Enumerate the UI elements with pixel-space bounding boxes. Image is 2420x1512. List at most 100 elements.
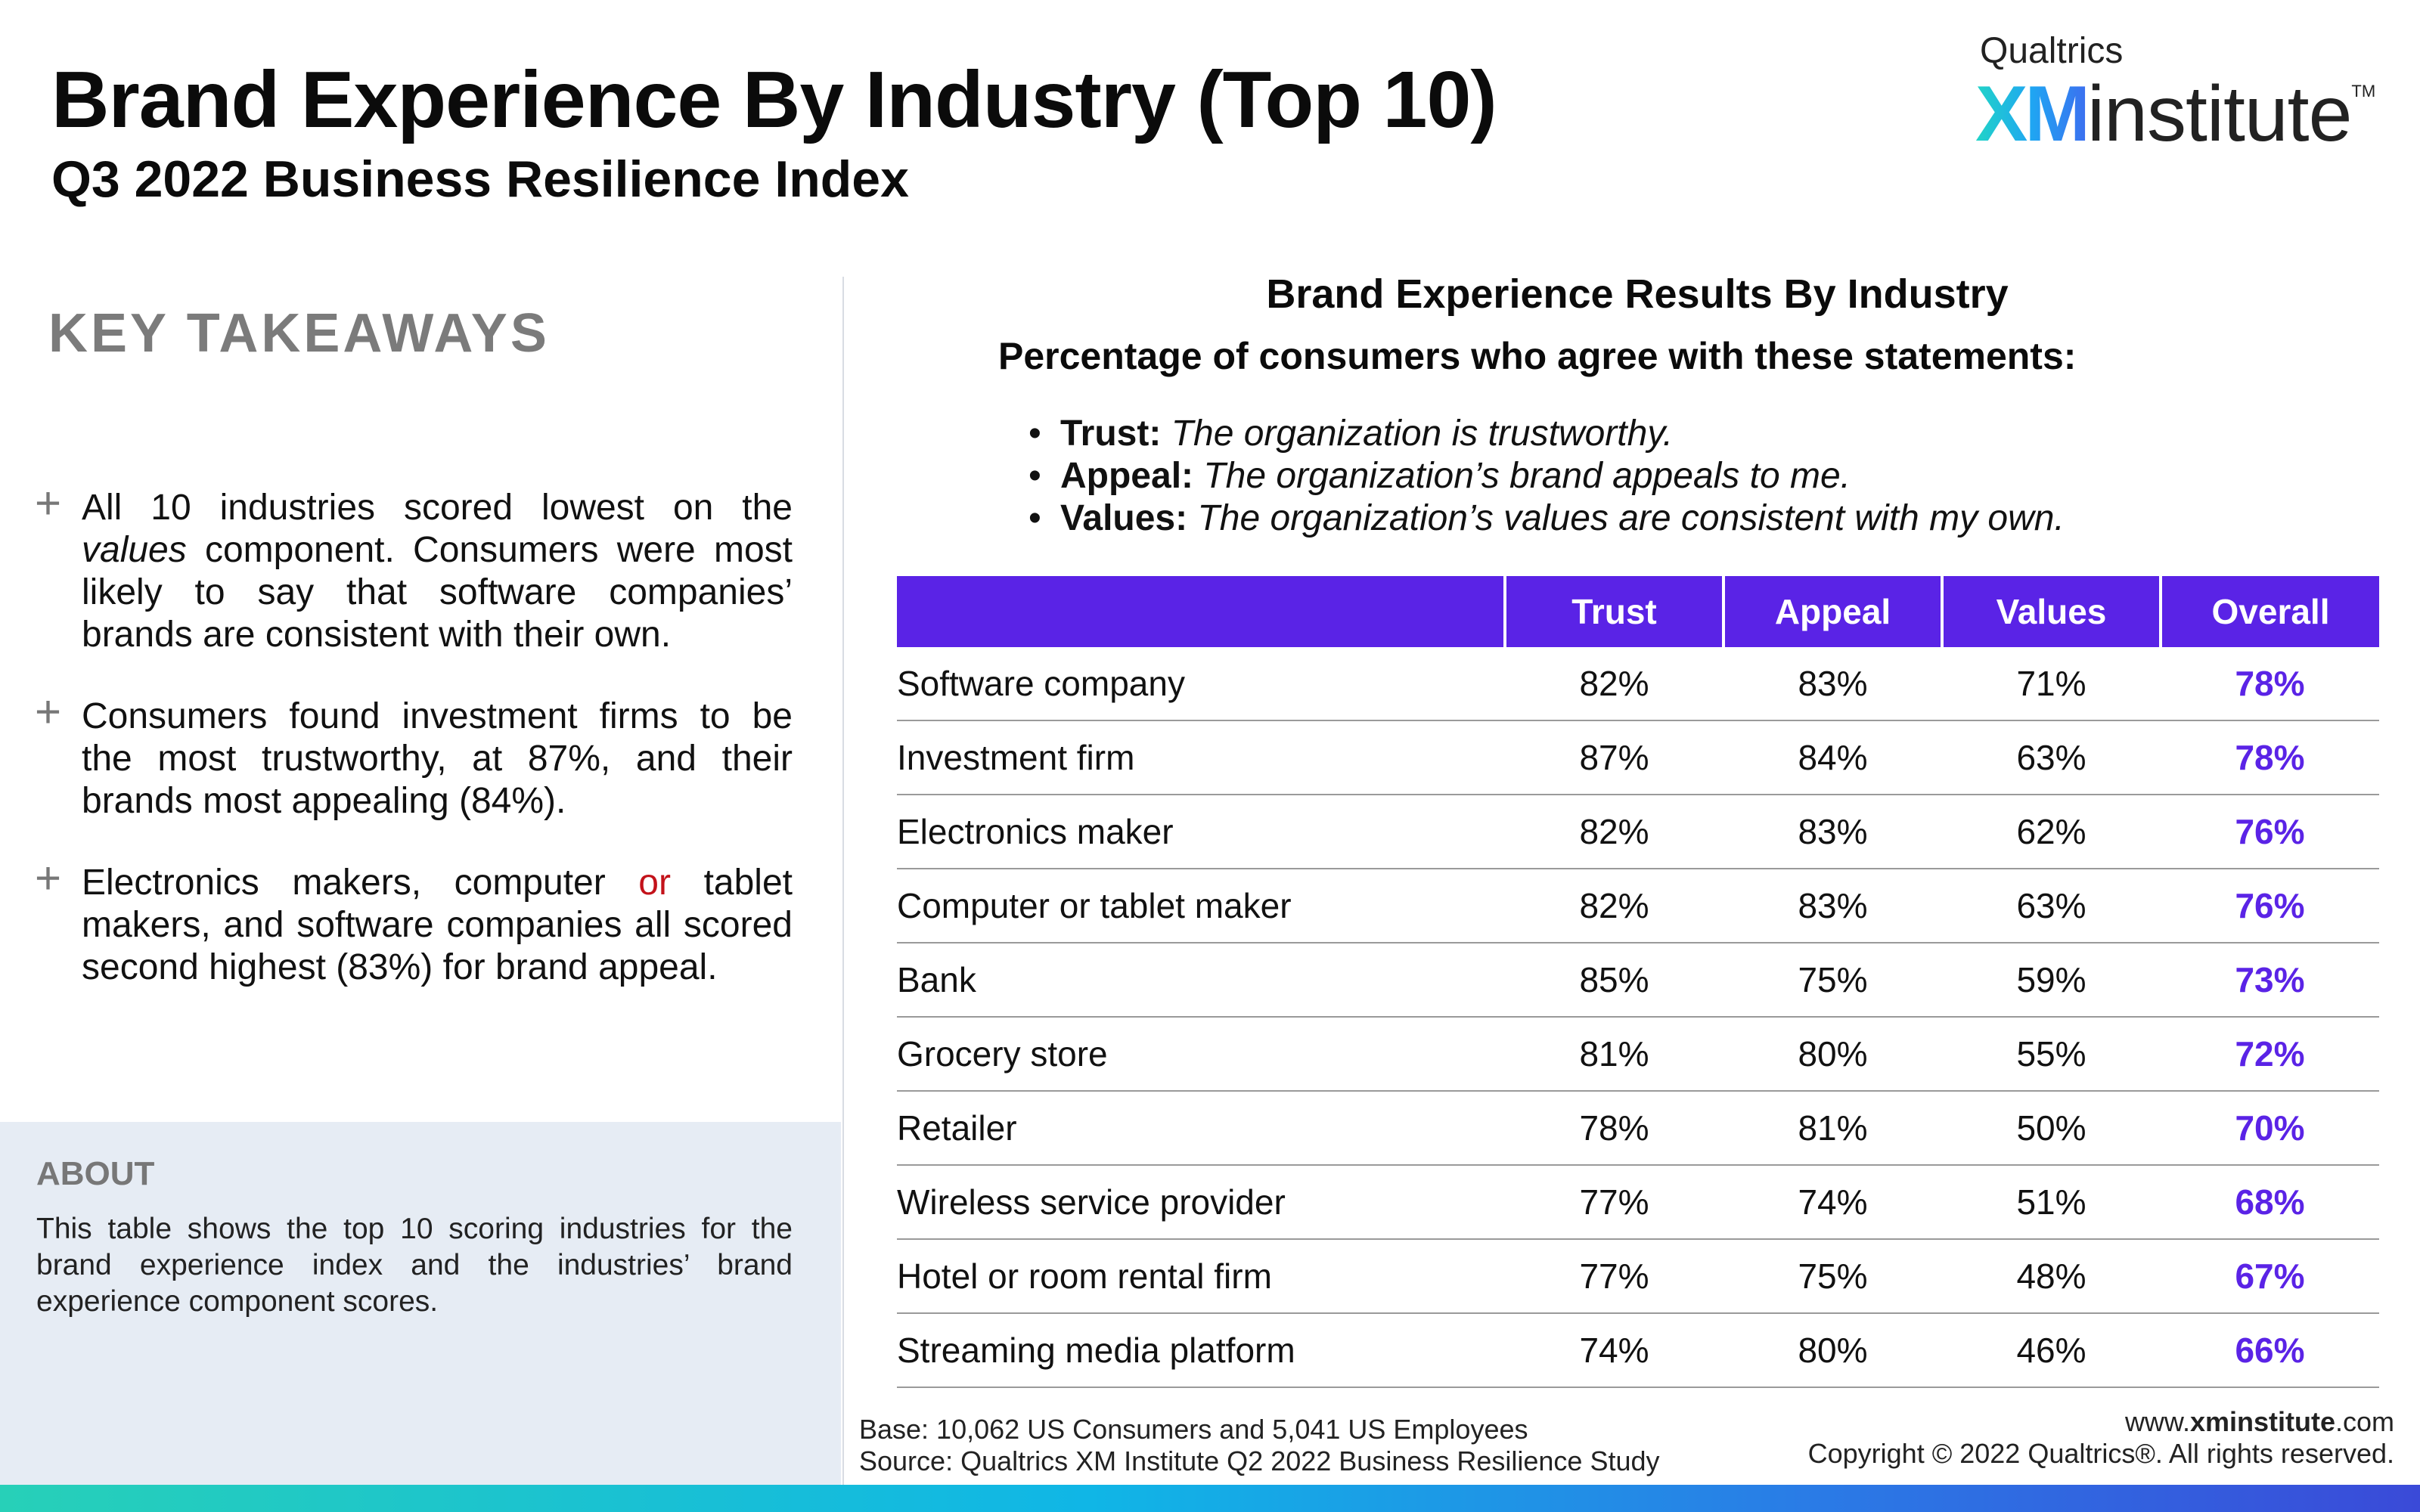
about-text: This table shows the top 10 scoring indu… [36,1213,793,1318]
cell-appeal: 83% [1723,647,1942,721]
cell-values: 50% [1942,1091,2161,1166]
cell-appeal: 83% [1723,869,1942,943]
metric-definitions: Trust: The organization is trustworthy. … [1028,413,2065,540]
table-row: Retailer 78% 81% 50% 70% [897,1091,2379,1166]
cell-trust: 82% [1505,795,1723,869]
cell-appeal: 84% [1723,720,1942,795]
cell-overall: 70% [2161,1091,2379,1166]
column-divider [842,277,844,1485]
takeaway-1-text-a: All 10 industries scored lowest on the [82,488,793,528]
cell-trust: 77% [1505,1239,1723,1314]
definition-desc: The organization is trustworthy. [1171,414,1674,454]
cell-industry: Hotel or room rental firm [897,1239,1505,1314]
cell-values: 62% [1942,795,2161,869]
cell-industry: Software company [897,647,1505,721]
cell-trust: 81% [1505,1017,1723,1092]
table-row: Grocery store 81% 80% 55% 72% [897,1017,2379,1092]
header-overall: Overall [2159,576,2379,647]
cell-industry: Electronics maker [897,795,1505,869]
cell-trust: 74% [1505,1313,1723,1388]
takeaway-3-text-a: Electronics makers, computer [82,863,639,903]
definition-term: Trust: [1060,414,1162,454]
url-domain: xminstitute [2189,1406,2335,1437]
cell-values: 48% [1942,1239,2161,1314]
cell-industry: Streaming media platform [897,1313,1505,1388]
table-row: Software company 82% 83% 71% 78% [897,647,2379,721]
definition-trust: Trust: The organization is trustworthy. [1028,413,2065,455]
cell-industry: Investment firm [897,720,1505,795]
cell-trust: 82% [1505,647,1723,721]
key-takeaways-heading: KEY TAKEAWAYS [48,303,550,364]
footer-base-text: Base: 10,062 US Consumers and 5,041 US E… [859,1414,1528,1445]
url-prefix: www. [2124,1406,2190,1437]
bottom-gradient-bar [0,1485,2420,1512]
cell-overall: 78% [2161,720,2379,795]
table-subtitle: Percentage of consumers who agree with t… [998,335,2077,377]
cell-values: 63% [1942,720,2161,795]
takeaway-3-red-word: or [638,863,671,903]
footer-copyright-text: Copyright © 2022 Qualtrics®. All rights … [1807,1438,2394,1469]
takeaway-1-emphasis: values [82,530,187,570]
definition-desc: The organization’s values are consistent… [1197,498,2065,538]
page-title: Brand Experience By Industry (Top 10) [51,55,1497,144]
cell-overall: 76% [2161,795,2379,869]
cell-trust: 77% [1505,1165,1723,1240]
cell-appeal: 83% [1723,795,1942,869]
table-row: Wireless service provider 77% 74% 51% 68… [897,1165,2379,1240]
takeaway-1-text-b: component. Consumers were most likely to… [82,530,793,655]
cell-appeal: 81% [1723,1091,1942,1166]
cell-overall: 67% [2161,1239,2379,1314]
cell-trust: 87% [1505,720,1723,795]
takeaway-2-text: Consumers found investment firms to be t… [82,696,793,821]
takeaway-item-3: + Electronics makers, computer or tablet… [35,856,793,989]
footer-source-text: Source: Qualtrics XM Institute Q2 2022 B… [859,1445,1660,1476]
table-row: Bank 85% 75% 59% 73% [897,943,2379,1018]
table-row: Computer or tablet maker 82% 83% 63% 76% [897,869,2379,943]
key-takeaways-panel: KEY TAKEAWAYS + All 10 industries scored… [0,272,841,1482]
cell-values: 55% [1942,1017,2161,1092]
cell-trust: 78% [1505,1091,1723,1166]
brand-experience-table: Trust Appeal Values Overall Software com… [897,576,2379,1388]
table-row: Hotel or room rental firm 77% 75% 48% 67… [897,1239,2379,1314]
logo-xm-text: XM [1975,70,2090,158]
takeaway-item-1: + All 10 industries scored lowest on the… [35,481,793,656]
definition-term: Values: [1060,498,1188,538]
page-subtitle: Q3 2022 Business Resilience Index [51,150,909,208]
cell-industry: Bank [897,943,1505,1018]
logo-tm-text: TM [2351,82,2376,101]
table-header: Trust Appeal Values Overall [897,576,2379,647]
cell-values: 71% [1942,647,2161,721]
xm-institute-logo: Qualtrics XMinstituteTM [1975,30,2375,158]
cell-appeal: 80% [1723,1017,1942,1092]
cell-overall: 66% [2161,1313,2379,1388]
cell-values: 63% [1942,869,2161,943]
table-title: Brand Experience Results By Industry [1266,271,2009,317]
table-row: Investment firm 87% 84% 63% 78% [897,720,2379,795]
cell-overall: 72% [2161,1017,2379,1092]
plus-icon: + [35,853,62,903]
cell-industry: Grocery store [897,1017,1505,1092]
cell-values: 46% [1942,1313,2161,1388]
cell-appeal: 75% [1723,943,1942,1018]
about-panel: ABOUT This table shows the top 10 scorin… [0,1122,841,1485]
cell-overall: 73% [2161,943,2379,1018]
cell-appeal: 74% [1723,1165,1942,1240]
url-suffix: .com [2335,1406,2394,1437]
header-trust: Trust [1503,576,1723,647]
table-body: Software company 82% 83% 71% 78% Investm… [897,647,2379,1388]
table-row: Streaming media platform 74% 80% 46% 66% [897,1313,2379,1388]
cell-trust: 85% [1505,943,1723,1018]
cell-industry: Computer or tablet maker [897,869,1505,943]
definition-values: Values: The organization’s values are co… [1028,497,2065,540]
header-row: Trust Appeal Values Overall [897,576,2379,647]
definition-desc: The organization’s brand appeals to me. [1203,456,1851,496]
cell-industry: Wireless service provider [897,1165,1505,1240]
header-industry [897,576,1505,647]
takeaway-item-2: + Consumers found investment firms to be… [35,689,793,823]
cell-overall: 68% [2161,1165,2379,1240]
cell-appeal: 80% [1723,1313,1942,1388]
footer-url-link[interactable]: www.xminstitute.com [1808,1406,2394,1438]
footer-source: Base: 10,062 US Consumers and 5,041 US E… [859,1414,1660,1477]
footer-copyright: www.xminstitute.com Copyright © 2022 Qua… [1808,1406,2394,1470]
about-heading: ABOUT [36,1155,155,1192]
